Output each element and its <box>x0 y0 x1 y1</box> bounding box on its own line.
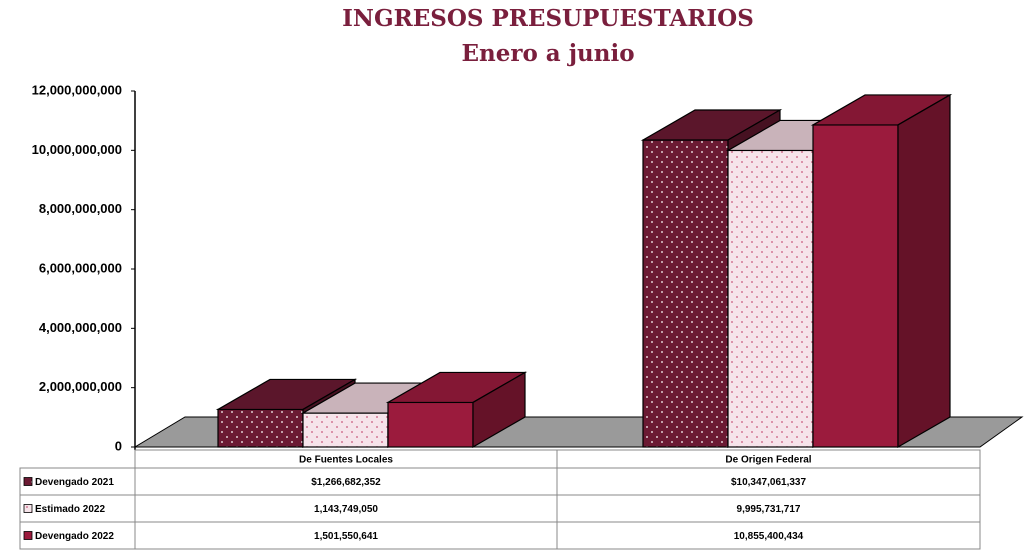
legend-swatch <box>23 477 33 486</box>
bar <box>642 139 729 448</box>
bar <box>812 124 899 448</box>
data-label: 9,995,731,717 <box>737 504 801 515</box>
data-label: 10,855,400,434 <box>734 531 804 542</box>
bar <box>217 408 304 448</box>
y-tick-label: 6,000,000,000 <box>39 260 122 275</box>
legend-swatch <box>23 531 33 540</box>
data-label: 1,143,749,050 <box>314 504 378 515</box>
legend-label: Estimado 2022 <box>35 504 105 515</box>
chart-title: INGRESOS PRESUPUESTARIOS <box>342 5 754 32</box>
data-label: $1,266,682,352 <box>311 477 381 488</box>
bar <box>387 401 474 448</box>
data-table: De Fuentes Locales De Origen Federal Deven… <box>19 449 981 550</box>
data-label: $10,347,061,337 <box>731 477 807 488</box>
legend-label: Devengado 2021 <box>35 477 114 488</box>
x-tick-label: De Fuentes Locales <box>299 455 393 466</box>
data-label: 1,501,550,641 <box>314 531 378 542</box>
y-tick-label: 2,000,000,000 <box>39 379 122 394</box>
y-tick-label: 12,000,000,000 <box>32 82 122 97</box>
legend-swatch <box>23 504 33 513</box>
bar <box>727 149 814 448</box>
legend-label: Devengado 2022 <box>35 531 114 542</box>
y-tick-label: 0 <box>115 438 122 453</box>
y-tick-label: 8,000,000,000 <box>39 201 122 216</box>
y-tick-label: 10,000,000,000 <box>32 142 122 157</box>
bar <box>302 412 389 448</box>
table-border <box>19 467 981 550</box>
bar-side <box>472 371 526 449</box>
y-tick-label: 4,000,000,000 <box>39 320 122 335</box>
chart-subtitle: Enero a junio <box>461 40 634 67</box>
bar-side <box>897 93 951 449</box>
x-tick-label: De Origen Federal <box>725 455 811 466</box>
